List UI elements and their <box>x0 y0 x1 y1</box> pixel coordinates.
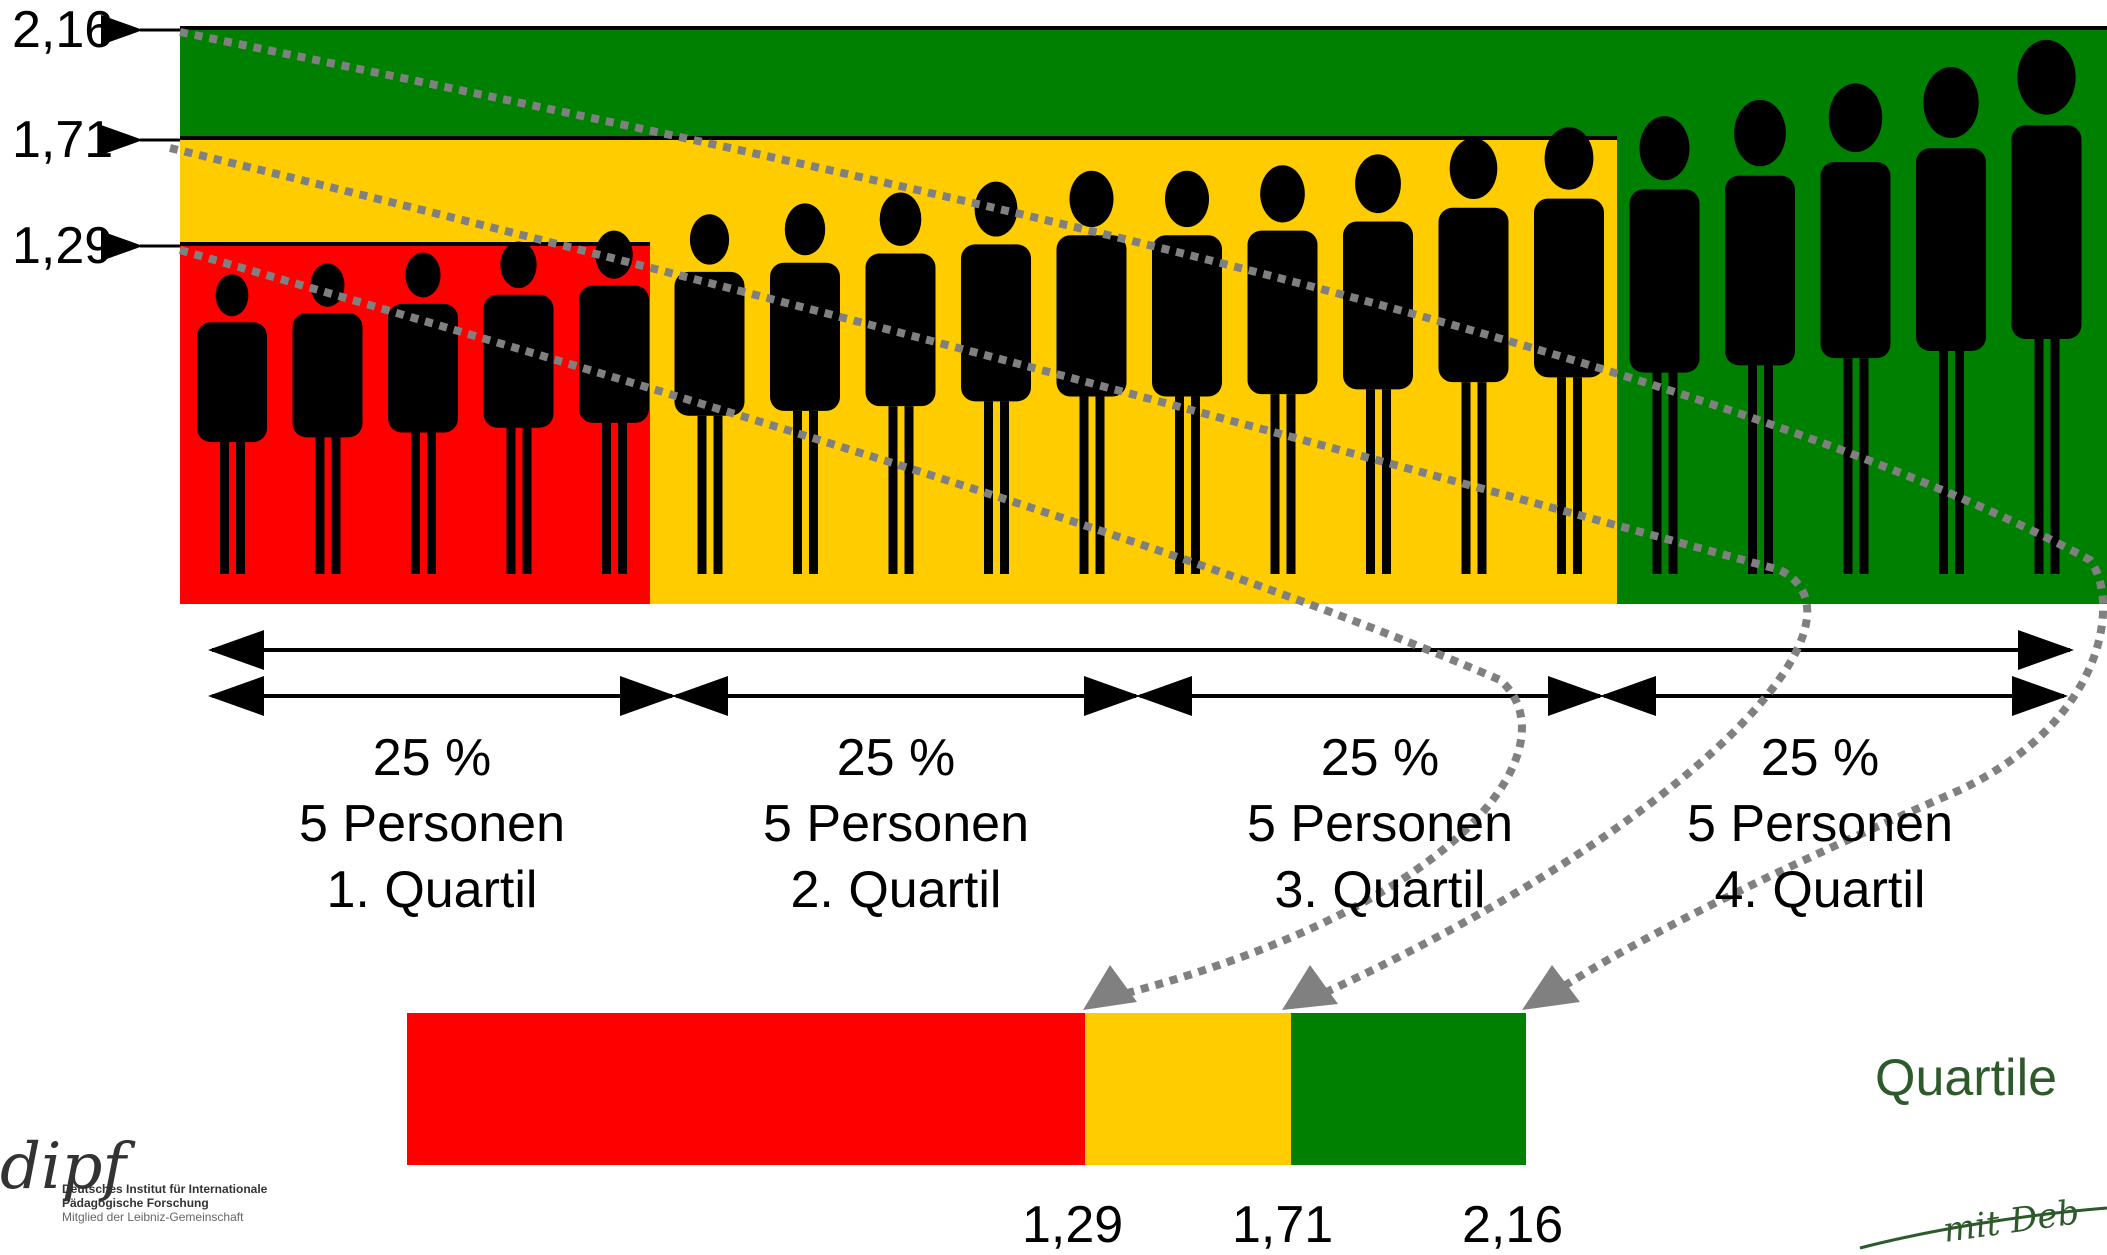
person-figure <box>1820 83 1891 574</box>
person-figure <box>1629 116 1700 574</box>
connector-arrowhead-216 <box>1522 965 1580 1010</box>
connector-216 <box>179 28 2107 999</box>
quartile-4-persons: 5 Personen <box>1687 795 1953 853</box>
axis-value-216: 2,16 <box>12 1 114 59</box>
dipf-logo: dipf Deutsches Institut für Internationa… <box>0 1130 267 1230</box>
quartile-legend-label: Quartile <box>1875 1049 2058 1107</box>
bottom-value-129: 1,29 <box>1022 1196 1124 1254</box>
quartile-1-label: 1. Quartil <box>326 861 538 919</box>
axis-value-171: 1,71 <box>12 111 114 169</box>
handwriting-note: mit Deb <box>1859 1192 2107 1251</box>
bottom-value-171: 1,71 <box>1232 1196 1334 1254</box>
person-figure <box>1152 170 1222 574</box>
bottom-value-216: 2,16 <box>1462 1196 1564 1254</box>
connector-arrowhead-129 <box>1083 965 1137 1010</box>
person-figure <box>197 274 267 574</box>
person-figure <box>483 241 554 574</box>
logo-line-2: Pädagogische Forschung <box>62 1196 209 1210</box>
person-figure <box>292 263 363 574</box>
person-figure <box>1056 170 1127 574</box>
quartile-3-label: 3. Quartil <box>1274 861 1486 919</box>
person-figure <box>2011 39 2082 574</box>
bottom-bar-green <box>1291 1013 1526 1165</box>
quartile-1-percent: 25 % <box>372 729 492 787</box>
connector-129 <box>178 246 1526 999</box>
person-figure <box>388 252 458 574</box>
handwriting-text: mit Deb <box>1941 1192 2082 1251</box>
quartile-2-percent: 25 % <box>836 729 956 787</box>
quartile-3-percent: 25 % <box>1320 729 1440 787</box>
person-figure <box>1916 67 1986 574</box>
axis-value-129: 1,29 <box>12 217 114 275</box>
connector-arrowhead-171 <box>1282 965 1338 1010</box>
quartile-1-persons: 5 Personen <box>299 795 565 853</box>
person-figure <box>674 214 745 574</box>
person-figure <box>1725 99 1795 574</box>
bottom-bar-red <box>407 1013 1085 1165</box>
quartile-3-persons: 5 Personen <box>1247 795 1513 853</box>
person-figure <box>1343 154 1413 574</box>
person-figure <box>1438 138 1509 574</box>
quartile-2-label: 2. Quartil <box>790 861 1002 919</box>
logo-line-3: Mitglied der Leibniz-Gemeinschaft <box>62 1210 244 1224</box>
bottom-bar-yellow <box>1085 1013 1291 1165</box>
quartile-4-label: 4. Quartil <box>1714 861 1926 919</box>
quartile-2-persons: 5 Personen <box>763 795 1029 853</box>
logo-mark: dipf <box>0 1130 127 1204</box>
logo-line-1: Deutsches Institut für Internationale <box>62 1182 268 1196</box>
person-figure <box>1534 127 1604 574</box>
quartile-4-percent: 25 % <box>1760 729 1880 787</box>
